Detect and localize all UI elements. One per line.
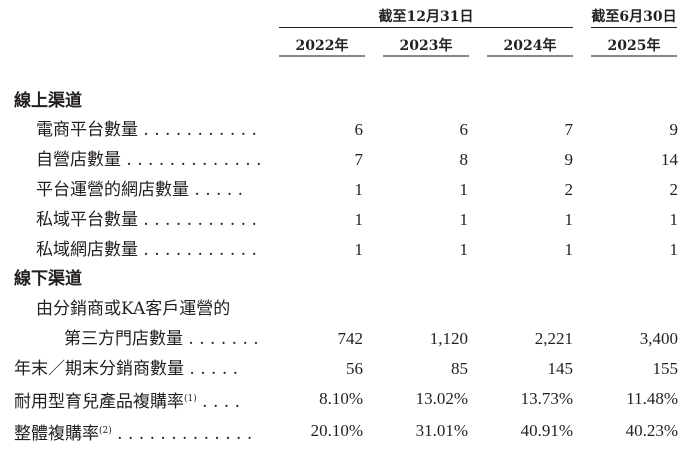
- table-row: 平台運營的網店數量 . . . . . 1 1 2 2: [0, 175, 695, 205]
- cell: 742: [337, 329, 364, 348]
- cell: 9: [564, 150, 574, 169]
- cell: 56: [346, 359, 363, 378]
- row-label: 私域平台數量 . . . . . . . . . . .: [36, 210, 257, 230]
- cell: 13.73%: [520, 389, 573, 408]
- cell: 145: [547, 359, 574, 378]
- cell: 1: [669, 240, 679, 259]
- divider: [383, 55, 469, 57]
- header-year-2025: 2025年: [607, 38, 661, 54]
- divider: [591, 55, 677, 57]
- cell: 155: [652, 359, 679, 378]
- cell: 11.48%: [626, 389, 678, 408]
- cell: 7: [354, 150, 364, 169]
- cell: 1: [459, 240, 469, 259]
- header-year-2022: 2022年: [295, 38, 349, 54]
- row-label: 電商平台數量 . . . . . . . . . . .: [36, 120, 257, 140]
- table-row: 自營店數量 . . . . . . . . . . . . . 7 8 9 14: [0, 145, 695, 175]
- cell: 20.10%: [310, 421, 363, 440]
- row-label: 年末／期末分銷商數量 . . . . .: [14, 359, 239, 379]
- cell: 1: [564, 240, 574, 259]
- header-group-jun: 截至6月30日: [591, 9, 677, 25]
- cell: 2,221: [534, 329, 573, 348]
- row-label: 耐用型育兒產品複購率(1) . . . .: [14, 392, 240, 412]
- row-label: 整體複購率(2) . . . . . . . . . . . . .: [14, 424, 253, 444]
- cell: 1: [354, 210, 364, 229]
- cell: 3,400: [639, 329, 678, 348]
- cell: 40.23%: [625, 421, 678, 440]
- section-offline: 線下渠道: [0, 264, 695, 294]
- cell: 85: [451, 359, 468, 378]
- cell: 7: [564, 120, 574, 139]
- row-label: 由分銷商或KA客戶運營的: [36, 299, 231, 319]
- section-online: 線上渠道: [0, 86, 695, 116]
- cell: 8: [459, 150, 469, 169]
- section-title: 線下渠道: [14, 269, 82, 289]
- header-year-2024: 2024年: [503, 38, 557, 54]
- table-row: 電商平台數量 . . . . . . . . . . . 6 6 7 9: [0, 115, 695, 145]
- cell: 1: [459, 210, 469, 229]
- cell: 6: [354, 120, 364, 139]
- cell: 6: [459, 120, 469, 139]
- header-year-2023: 2023年: [399, 38, 453, 54]
- divider: [279, 55, 365, 57]
- cell: 9: [669, 120, 679, 139]
- table-row: 整體複購率(2) . . . . . . . . . . . . . 20.10…: [0, 416, 695, 446]
- cell: 8.10%: [319, 389, 363, 408]
- divider: [487, 55, 573, 57]
- cell: 14: [661, 150, 678, 169]
- cell: 1: [669, 210, 679, 229]
- table-row: 私域平台數量 . . . . . . . . . . . 1 1 1 1: [0, 205, 695, 235]
- table-row: 耐用型育兒產品複購率(1) . . . . 8.10% 13.02% 13.73% 1…: [0, 384, 695, 414]
- table-row: 第三方門店數量 . . . . . . . 742 1,120 2,221 3,400: [0, 324, 695, 354]
- cell: 2: [669, 180, 679, 199]
- table-row: 私域網店數量 . . . . . . . . . . . 1 1 1 1: [0, 235, 695, 265]
- row-label: 第三方門店數量 . . . . . . .: [64, 329, 259, 349]
- cell: 1,120: [429, 329, 468, 348]
- cell: 1: [564, 210, 574, 229]
- divider: [591, 27, 677, 28]
- table-row: 年末／期末分銷商數量 . . . . . 56 85 145 155: [0, 354, 695, 384]
- row-label: 自營店數量 . . . . . . . . . . . . .: [36, 150, 262, 170]
- cell: 1: [354, 240, 364, 259]
- divider: [279, 27, 573, 28]
- row-label: 私域網店數量 . . . . . . . . . . .: [36, 240, 257, 260]
- footnote-ref: (2): [99, 426, 112, 436]
- row-label: 平台運營的網店數量 . . . . .: [36, 180, 244, 200]
- footnote-ref: (1): [184, 394, 197, 404]
- cell: 13.02%: [415, 389, 468, 408]
- cell: 40.91%: [520, 421, 573, 440]
- cell: 1: [459, 180, 469, 199]
- header-group-dec: 截至12月31日: [378, 9, 474, 25]
- cell: 31.01%: [415, 421, 468, 440]
- table-row: 由分銷商或KA客戶運營的: [0, 294, 695, 324]
- cell: 1: [354, 180, 364, 199]
- section-title: 線上渠道: [14, 91, 82, 111]
- cell: 2: [564, 180, 574, 199]
